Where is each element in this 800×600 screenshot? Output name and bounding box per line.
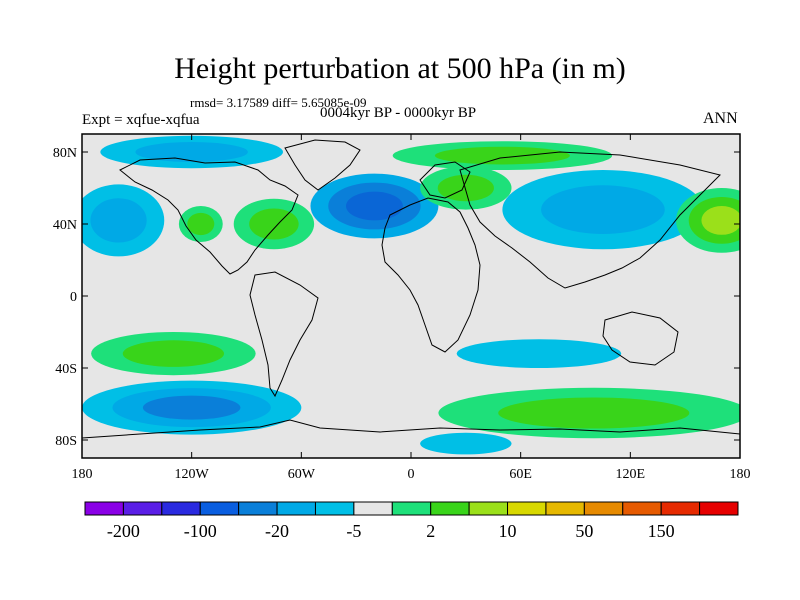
y-axis: 80N 40N 0 40S 80S [53,146,740,449]
stats-label: rmsd= 3.17589 diff= 5.65085e-09 [190,95,367,110]
colorbar-box [583,501,624,516]
anomaly-arctic-high-level-1 [434,146,570,165]
x-tick-label: 60E [509,467,532,482]
colorbar-label: 10 [499,521,517,541]
x-tick-label: 0 [408,467,415,482]
coastline-greenland [284,139,361,191]
coastline-asia [459,151,721,289]
anomaly-s-pacific-high-level-1 [122,340,225,367]
y-tick-label: 0 [70,290,77,305]
anomaly-pacific-low-level-1 [90,198,147,243]
colorbar-box [545,501,585,516]
season-label: ANN [703,110,738,127]
x-tick-label: 180 [72,467,93,482]
colorbar-label: -20 [265,521,289,541]
coastline-layer [82,139,740,439]
colorbar-label: 150 [648,521,675,541]
experiment-label: Expt = xqfue-xqfua [82,112,200,128]
colorbar-box [276,501,316,516]
colorbar-box [699,501,739,516]
anomaly-central-high-level-1 [187,212,215,236]
period-label: 0004kyr BP - 0000kyr BP [320,105,477,121]
colorbar-label: 2 [426,521,435,541]
colorbar-label: -200 [107,521,140,541]
y-tick-label: 80S [55,434,77,449]
colorbar-label: -100 [184,521,217,541]
colorbar-box [507,501,547,516]
coastline-australia [602,311,679,366]
map-title: Height perturbation at 500 hPa (in m) [174,52,626,85]
anomaly-asia-low-level-1 [541,185,665,234]
anomaly-arctic-low-level-1 [135,142,248,162]
coastline-south-america [249,271,319,398]
colorbar-box [430,501,470,516]
anomaly-antarctic-low-level-0 [420,432,512,455]
colorbar-box [622,501,662,516]
colorbar-box [660,501,701,516]
colorbar-box [84,501,124,516]
colorbar-label: -5 [346,521,361,541]
x-tick-label: 60W [288,467,316,482]
x-tick-label: 120W [175,467,210,482]
anomaly-pacific-high-level-2 [701,206,740,235]
colorbar-box [122,501,163,516]
y-tick-label: 40S [55,362,77,377]
anomaly-n-atlantic-low-level-2 [346,191,403,221]
coastline-north-america [119,157,299,275]
x-axis: 180 120W 60W 0 60E 120E 180 [72,134,751,482]
coastline-scandinavia [419,161,471,199]
colorbar-label: 50 [575,521,593,541]
colorbar-box [353,501,393,516]
anomaly-southern-high-level-1 [498,397,690,429]
colorbar-box [161,501,201,516]
colorbar-box [391,501,432,516]
colorbar-box [199,501,240,516]
anomaly-s-indian-low-level-0 [456,339,622,368]
colorbar-box [314,501,355,516]
anomaly-layer [82,135,740,455]
coastline-europe-africa [381,197,481,353]
x-tick-label: 120E [616,467,646,482]
colorbar-box [238,501,278,516]
anomaly-s-pacific-low-level-2 [142,395,241,420]
y-tick-label: 40N [53,218,77,233]
colorbar-box [468,501,509,516]
y-tick-label: 80N [53,146,77,161]
x-tick-label: 180 [730,467,751,482]
coastline-antarctica [82,419,740,439]
